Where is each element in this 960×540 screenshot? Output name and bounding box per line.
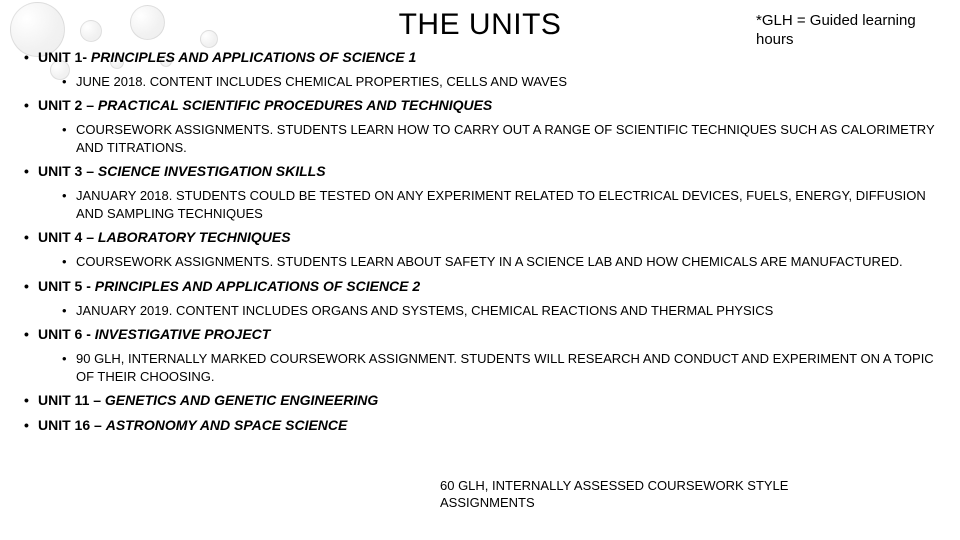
unit-title: PRINCIPLES AND APPLICATIONS OF SCIENCE 2 <box>95 278 420 294</box>
unit-prefix: UNIT 11 – <box>38 392 105 408</box>
unit-heading: UNIT 1- PRINCIPLES AND APPLICATIONS OF S… <box>20 48 940 67</box>
units-list: UNIT 1- PRINCIPLES AND APPLICATIONS OF S… <box>20 48 940 435</box>
unit-prefix: UNIT 5 - <box>38 278 95 294</box>
unit-title: GENETICS AND GENETIC ENGINEERING <box>105 392 378 408</box>
glh-note: *GLH = Guided learning hours <box>756 12 936 50</box>
unit-heading: UNIT 11 – GENETICS AND GENETIC ENGINEERI… <box>20 391 940 410</box>
unit-heading: UNIT 3 – SCIENCE INVESTIGATION SKILLS <box>20 162 940 181</box>
unit-item: UNIT 3 – SCIENCE INVESTIGATION SKILLS JAN… <box>20 162 940 222</box>
unit-item: UNIT 2 – PRACTICAL SCIENTIFIC PROCEDURES… <box>20 96 940 156</box>
unit-prefix: UNIT 2 – <box>38 97 98 113</box>
unit-details-list: JANUARY 2018. STUDENTS COULD BE TESTED O… <box>20 187 940 222</box>
unit-item: UNIT 6 - INVESTIGATIVE PROJECT 90 GLH, IN… <box>20 325 940 385</box>
unit-prefix: UNIT 1- <box>38 49 91 65</box>
unit-details-list: COURSEWORK ASSIGNMENTS. STUDENTS LEARN A… <box>20 253 940 271</box>
unit-detail: COURSEWORK ASSIGNMENTS. STUDENTS LEARN A… <box>20 253 940 271</box>
unit-item: UNIT 4 – LABORATORY TECHNIQUES COURSEWORK… <box>20 228 940 270</box>
unit-heading: UNIT 4 – LABORATORY TECHNIQUES <box>20 228 940 247</box>
unit-title: ASTRONOMY AND SPACE SCIENCE <box>106 417 348 433</box>
unit-title: PRACTICAL SCIENTIFIC PROCEDURES AND TECH… <box>98 97 492 113</box>
unit-heading: UNIT 16 – ASTRONOMY AND SPACE SCIENCE <box>20 416 940 435</box>
unit-prefix: UNIT 16 – <box>38 417 106 433</box>
unit-details-list: JANUARY 2019. CONTENT INCLUDES ORGANS AN… <box>20 302 940 320</box>
unit-prefix: UNIT 4 – <box>38 229 98 245</box>
unit-detail: 90 GLH, INTERNALLY MARKED COURSEWORK ASS… <box>20 350 940 385</box>
unit-title: PRINCIPLES AND APPLICATIONS OF SCIENCE 1 <box>91 49 416 65</box>
unit-prefix: UNIT 3 – <box>38 163 98 179</box>
unit-detail: COURSEWORK ASSIGNMENTS. STUDENTS LEARN H… <box>20 121 940 156</box>
floating-note-line1: 60 GLH, INTERNALLY ASSESSED COURSEWORK S… <box>440 478 788 495</box>
unit-item: UNIT 11 – GENETICS AND GENETIC ENGINEERI… <box>20 391 940 410</box>
slide-content: THE UNITS *GLH = Guided learning hours U… <box>0 0 960 435</box>
glh-note-line1: *GLH = Guided learning <box>756 12 936 31</box>
unit-details-list: COURSEWORK ASSIGNMENTS. STUDENTS LEARN H… <box>20 121 940 156</box>
unit-title: LABORATORY TECHNIQUES <box>98 229 291 245</box>
unit-details-list: JUNE 2018. CONTENT INCLUDES CHEMICAL PRO… <box>20 73 940 91</box>
unit-detail: JANUARY 2019. CONTENT INCLUDES ORGANS AN… <box>20 302 940 320</box>
floating-note-line2: ASSIGNMENTS <box>440 495 788 512</box>
unit-prefix: UNIT 6 - <box>38 326 95 342</box>
unit-heading: UNIT 2 – PRACTICAL SCIENTIFIC PROCEDURES… <box>20 96 940 115</box>
floating-assessment-note: 60 GLH, INTERNALLY ASSESSED COURSEWORK S… <box>440 478 788 512</box>
unit-heading: UNIT 6 - INVESTIGATIVE PROJECT <box>20 325 940 344</box>
unit-detail: JANUARY 2018. STUDENTS COULD BE TESTED O… <box>20 187 940 222</box>
unit-item: UNIT 5 - PRINCIPLES AND APPLICATIONS OF … <box>20 277 940 319</box>
glh-note-line2: hours <box>756 31 936 50</box>
unit-item: UNIT 16 – ASTRONOMY AND SPACE SCIENCE <box>20 416 940 435</box>
unit-title: SCIENCE INVESTIGATION SKILLS <box>98 163 326 179</box>
unit-title: INVESTIGATIVE PROJECT <box>95 326 271 342</box>
unit-details-list: 90 GLH, INTERNALLY MARKED COURSEWORK ASS… <box>20 350 940 385</box>
unit-heading: UNIT 5 - PRINCIPLES AND APPLICATIONS OF … <box>20 277 940 296</box>
unit-detail: JUNE 2018. CONTENT INCLUDES CHEMICAL PRO… <box>20 73 940 91</box>
unit-item: UNIT 1- PRINCIPLES AND APPLICATIONS OF S… <box>20 48 940 90</box>
